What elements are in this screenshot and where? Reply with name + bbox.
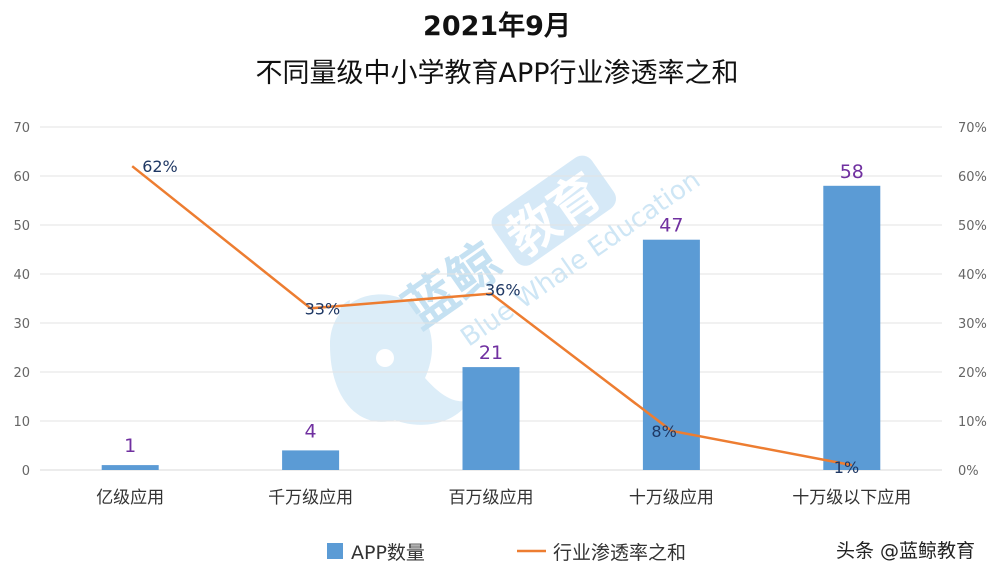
legend-swatch-bar [327, 543, 343, 559]
left-axis: 0 10 20 30 40 50 60 70 [13, 121, 30, 479]
right-tick-label: 40% [958, 268, 987, 283]
legend-label-line: 行业渗透率之和 [553, 542, 686, 564]
line-data-label: 62% [142, 157, 178, 176]
line-data-label: 1% [834, 458, 859, 477]
right-tick-label: 0% [958, 464, 979, 479]
right-tick-label: 20% [958, 366, 987, 381]
category-label: 百万级应用 [449, 488, 534, 508]
bar [282, 450, 340, 470]
left-tick-label: 10 [13, 415, 30, 430]
bar [101, 465, 159, 470]
bar-series: 1 4 21 47 58 [101, 161, 881, 471]
category-label: 十万级以下应用 [792, 488, 911, 508]
series-line [131, 165, 853, 467]
left-tick-label: 0 [22, 464, 30, 479]
right-tick-label: 50% [958, 219, 987, 234]
chart-subtitle: 不同量级中小学教育APP行业渗透率之和 [255, 58, 738, 89]
credit-text: 头条 @蓝鲸教育 [836, 540, 975, 562]
line-data-label: 36% [485, 281, 521, 300]
category-axis: 亿级应用 千万级应用 百万级应用 十万级应用 十万级以下应用 [96, 488, 911, 508]
left-tick-label: 50 [13, 219, 30, 234]
right-tick-label: 30% [958, 317, 987, 332]
line-data-label: 33% [305, 299, 341, 318]
legend: APP数量 行业渗透率之和 [327, 542, 686, 564]
left-tick-label: 70 [13, 121, 30, 136]
bar-data-label: 4 [305, 420, 317, 442]
right-tick-label: 60% [958, 170, 987, 185]
category-label: 十万级应用 [629, 488, 714, 508]
right-tick-label: 10% [958, 415, 987, 430]
bar-data-label: 1 [124, 435, 136, 457]
chart-title: 2021年9月 [423, 10, 571, 42]
category-label: 亿级应用 [96, 488, 164, 508]
bar-data-label: 21 [479, 342, 503, 364]
bar [823, 185, 881, 471]
bar [462, 367, 520, 470]
right-axis: 0% 10% 20% 30% 40% 50% 60% 70% [958, 121, 987, 479]
right-tick-label: 70% [958, 121, 987, 136]
bar-data-label: 47 [659, 215, 683, 237]
left-tick-label: 60 [13, 170, 30, 185]
legend-label-bar: APP数量 [351, 542, 425, 564]
left-tick-label: 20 [13, 366, 30, 381]
bar-data-label: 58 [840, 161, 864, 183]
line-data-label: 8% [651, 422, 676, 441]
category-label: 千万级应用 [268, 488, 353, 508]
left-tick-label: 30 [13, 317, 30, 332]
left-tick-label: 40 [13, 268, 30, 283]
line-series: 62% 33% 36% 8% 1% [131, 157, 859, 477]
